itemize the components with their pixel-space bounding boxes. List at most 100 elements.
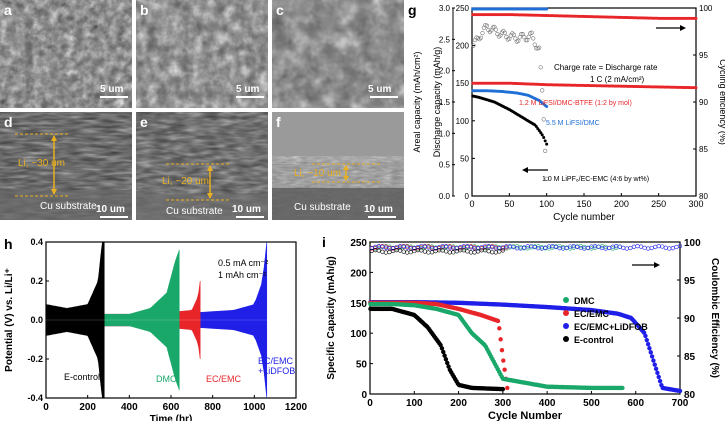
data-point-i — [505, 385, 510, 391]
y-tick-label-i: 150 — [350, 299, 367, 310]
y-tick-label-discharge-g: 200 — [456, 42, 470, 51]
data-point-i — [500, 386, 506, 392]
scale-label-b: 5 um — [236, 84, 260, 95]
efficiency-point-i — [670, 246, 676, 251]
y-tick-label-discharge-g: 50 — [460, 154, 469, 163]
y-tick-label-discharge-g: 250 — [456, 4, 470, 13]
panel-label-c: c — [276, 2, 284, 18]
sem-image-d — [0, 112, 132, 220]
data-point-g — [484, 23, 490, 28]
efficiency-point-i — [380, 249, 385, 254]
x-tick-label-i: 400 — [539, 398, 556, 409]
data-point-g — [540, 133, 544, 137]
data-point-g — [480, 31, 485, 36]
efficiency-point-i — [653, 244, 658, 249]
efficiency-point-i — [631, 244, 637, 249]
y-tick-label-right-g: 100 — [699, 4, 713, 13]
data-point-i — [495, 318, 501, 324]
efficiency-point-i — [468, 250, 474, 255]
efficiency-point-i — [490, 250, 495, 255]
x-tick-label-i: 600 — [627, 398, 644, 409]
sem-texture-c — [272, 0, 404, 108]
annotation-h: 0.5 mA cm⁻² — [218, 258, 268, 268]
panel-label-g: g — [408, 2, 417, 18]
panel-label-h: h — [4, 236, 13, 252]
x-tick-label-g: 150 — [576, 199, 591, 209]
y-tick-label-i: 250 — [350, 238, 367, 249]
efficiency-point-i — [444, 249, 449, 254]
data-point-i — [620, 385, 625, 391]
data-point-g — [545, 142, 549, 146]
x-axis-label-g: Cycle number — [553, 212, 615, 223]
series-label-h: DMC — [156, 374, 177, 384]
y-tick-label-areal-g: 0.5 — [439, 161, 451, 170]
efficiency-point-i — [472, 250, 477, 255]
chart-i: 0 100 200 300 400 500 600 700 Cycle Number 0 50 100… — [326, 238, 720, 421]
y-tick-label-discharge-g: 0 — [465, 192, 470, 201]
efficiency-point-i — [447, 250, 452, 255]
data-point-i — [651, 358, 656, 363]
efficiency-point-i — [649, 245, 654, 251]
data-point-g — [478, 35, 484, 40]
data-point-g — [543, 148, 548, 153]
voltage-envelope-h — [104, 249, 180, 391]
legend-label-i: E-control — [574, 335, 614, 345]
scale-label-d: 10 um — [96, 204, 125, 215]
y-tick-label-right-i: 100 — [684, 238, 701, 249]
efficiency-point-i — [660, 244, 665, 249]
x-tick-label-i: 100 — [406, 398, 423, 409]
data-point-g — [537, 45, 542, 50]
data-point-g — [541, 117, 546, 122]
y-tick-label-h: 0.2 — [30, 276, 43, 286]
y-tick-label-discharge-g: 100 — [456, 117, 470, 126]
data-point-g — [540, 88, 545, 93]
x-tick-label-i: 300 — [495, 398, 512, 409]
efficiency-point-i — [677, 244, 683, 249]
efficiency-point-i — [383, 250, 389, 255]
y-tick-label-right-i: 95 — [684, 276, 696, 287]
data-point-g — [539, 131, 543, 135]
x-axis-label-i: Cycle Number — [488, 410, 563, 421]
series-label-h: E-control — [64, 372, 100, 382]
panel-label-d: d — [4, 114, 13, 130]
y-tick-label-h: 0.0 — [30, 315, 43, 325]
arrowhead-g — [522, 167, 528, 173]
efficiency-point-i — [422, 249, 428, 254]
data-point-i — [648, 350, 653, 355]
scale-bar-e — [236, 216, 264, 218]
substrate-label-d: Cu substrate — [40, 201, 97, 212]
thickness-label-e: Li, ~20 um — [162, 176, 209, 187]
y-tick-label-areal-g: 1.5 — [439, 98, 451, 107]
efficiency-point-i — [575, 244, 580, 249]
efficiency-point-i — [451, 250, 456, 255]
sem-texture-f — [272, 112, 404, 220]
scale-label-e: 10 um — [232, 204, 261, 215]
x-tick-label-i: 500 — [583, 398, 600, 409]
data-point-g — [519, 32, 524, 37]
data-point-g — [694, 16, 698, 20]
sem-image-a — [0, 0, 132, 108]
efficiency-point-i — [419, 248, 424, 253]
efficiency-point-i — [387, 250, 392, 255]
x-tick-label-g: 300 — [688, 199, 703, 209]
data-point-g — [529, 30, 534, 35]
y-tick-label-h: -0.4 — [27, 393, 43, 403]
y-tick-label-right-i: 85 — [684, 352, 696, 363]
y-tick-label-areal-g: 3.0 — [439, 4, 451, 13]
panel-label-a: a — [4, 2, 12, 18]
efficiency-point-i — [408, 250, 413, 255]
legend-marker-i — [563, 336, 569, 342]
data-point-g — [471, 43, 476, 48]
y-tick-label-right-g: 80 — [699, 192, 708, 201]
x-tick-label-h: 1000 — [243, 402, 266, 413]
efficiency-point-i — [405, 250, 410, 255]
scale-bar-a — [100, 96, 128, 98]
y-tick-label-right-g: 90 — [699, 98, 708, 107]
efficiency-point-i — [674, 244, 679, 250]
chart-h: 0 200 400 600 800 1000 1200 Time (hr) -0.4 -0.2 0.… — [4, 237, 308, 421]
x-tick-label-h: 1200 — [285, 402, 308, 413]
sem-texture-d — [0, 112, 132, 220]
sem-image-e — [136, 112, 268, 220]
sem-texture-b — [136, 0, 268, 108]
efficiency-point-i — [376, 248, 381, 253]
